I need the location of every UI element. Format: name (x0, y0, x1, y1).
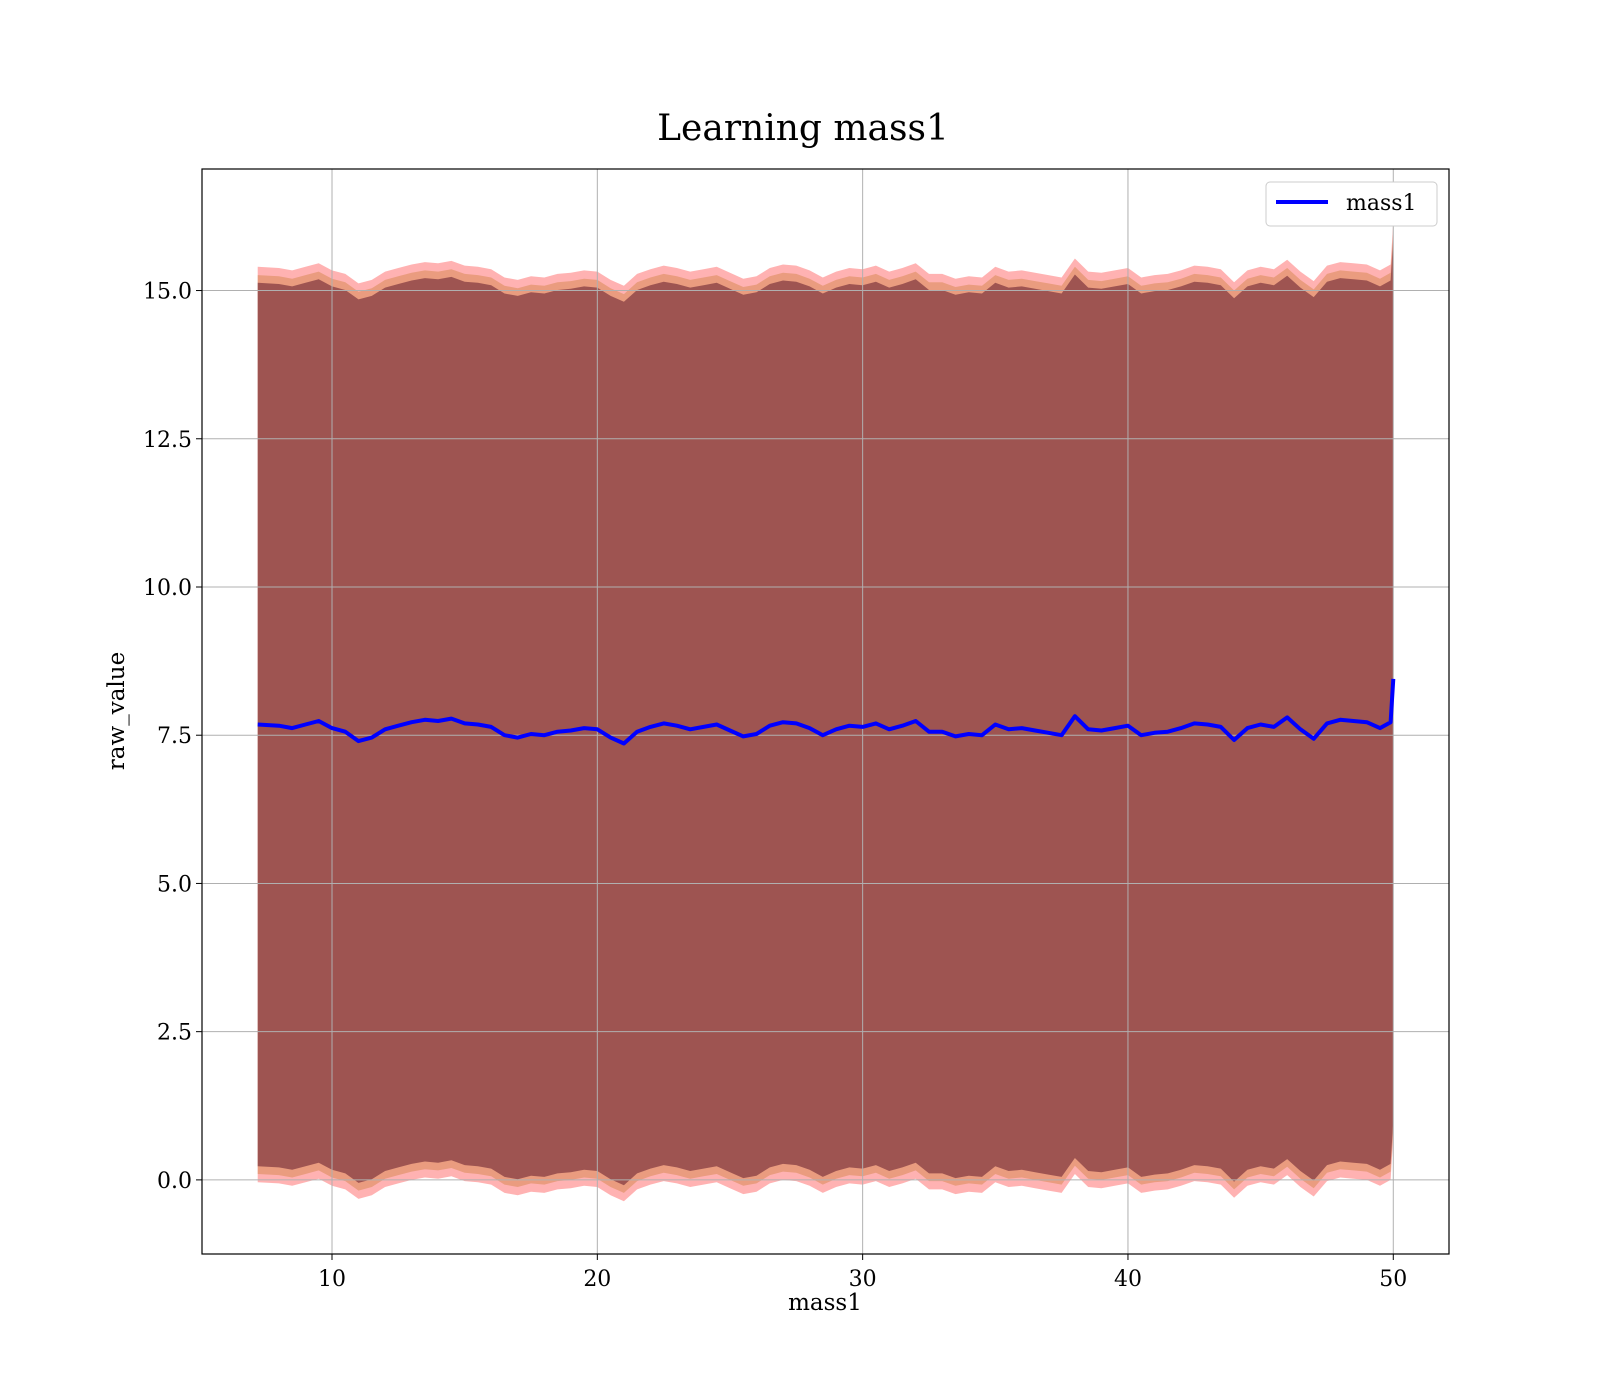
y-tick-label-1: 2.5 (157, 1021, 192, 1046)
x-tick-label-1: 20 (583, 1267, 611, 1292)
y-tick-label-3: 7.5 (157, 724, 192, 749)
y-tick-label-6: 15.0 (143, 280, 192, 305)
y-tick-label-5: 12.5 (143, 428, 192, 453)
chart-title: Learning mass1 (657, 108, 949, 149)
y-tick-label-2: 5.0 (157, 872, 192, 897)
legend-box (1265, 181, 1438, 227)
confidence-bands (257, 221, 1394, 1202)
y-axis-ticks: 0.0 2.5 5.0 7.5 10.0 12.5 15.0 (143, 280, 202, 1194)
plot-area (201, 168, 1450, 1255)
plot-frame (201, 168, 1450, 1255)
series-lines (257, 678, 1396, 746)
grid (202, 169, 1449, 1254)
y-tick-label-4: 10.0 (143, 576, 192, 601)
y-tick-label-0: 0.0 (157, 1169, 192, 1194)
x-axis-label: mass1 (788, 1290, 862, 1316)
x-axis-ticks: 10 20 30 40 50 (318, 1254, 1407, 1292)
x-tick-label-2: 30 (849, 1267, 877, 1292)
x-tick-label-3: 40 (1114, 1267, 1142, 1292)
legend-label-mass1: mass1 (1346, 191, 1417, 216)
band-2 (257, 237, 1394, 1186)
series-line-mass1 (257, 678, 1396, 746)
x-tick-label-0: 10 (318, 1267, 346, 1292)
x-tick-label-4: 50 (1379, 1267, 1407, 1292)
y-axis-label: raw_value (104, 652, 130, 770)
legend: mass1 (1265, 181, 1438, 227)
